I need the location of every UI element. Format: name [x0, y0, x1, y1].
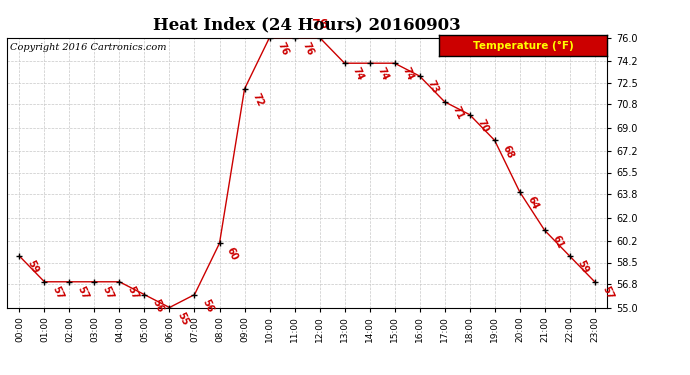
Text: 56: 56	[200, 297, 215, 314]
Text: 59: 59	[25, 259, 40, 275]
Text: 64: 64	[525, 195, 540, 211]
Text: 76: 76	[275, 40, 290, 57]
Text: 57: 57	[125, 285, 140, 301]
Text: 59: 59	[575, 259, 590, 275]
Text: 57: 57	[75, 285, 90, 301]
Text: 76: 76	[311, 18, 328, 30]
Text: 70: 70	[475, 117, 490, 134]
Text: Copyright 2016 Cartronics.com: Copyright 2016 Cartronics.com	[10, 43, 166, 52]
Text: 71: 71	[450, 105, 465, 121]
Text: 74: 74	[350, 66, 365, 82]
Text: 72: 72	[250, 92, 265, 108]
Text: 76: 76	[300, 40, 315, 57]
Text: 68: 68	[500, 143, 515, 160]
Text: 56: 56	[150, 297, 165, 314]
Text: 55: 55	[175, 310, 190, 327]
Text: 57: 57	[600, 285, 615, 301]
Text: 74: 74	[400, 66, 415, 82]
Text: 57: 57	[100, 285, 115, 301]
Title: Heat Index (24 Hours) 20160903: Heat Index (24 Hours) 20160903	[153, 16, 461, 33]
Text: 60: 60	[225, 246, 240, 262]
Text: 73: 73	[425, 79, 440, 95]
Text: 57: 57	[50, 285, 65, 301]
Text: 61: 61	[550, 233, 565, 250]
Text: 74: 74	[375, 66, 390, 82]
